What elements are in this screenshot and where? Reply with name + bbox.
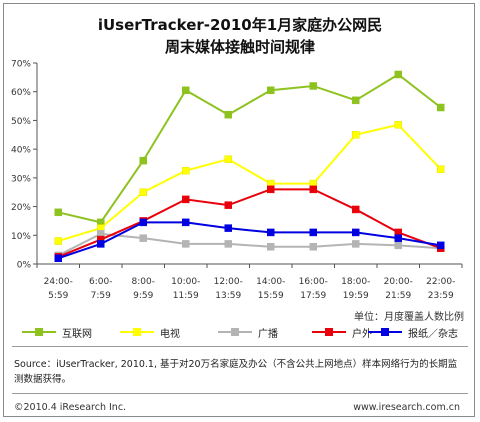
series-point bbox=[394, 70, 402, 79]
series-line bbox=[57, 232, 441, 257]
series-point bbox=[437, 241, 445, 250]
legend-swatch bbox=[22, 326, 56, 338]
series-point bbox=[352, 131, 360, 139]
x-tick-label: 5:59 bbox=[48, 291, 68, 301]
divider-bottom bbox=[12, 393, 468, 394]
series-point bbox=[224, 110, 232, 119]
legend-swatch bbox=[120, 326, 154, 338]
series-point bbox=[54, 254, 62, 263]
y-tick-label: 40% bbox=[11, 146, 31, 156]
series-point bbox=[54, 237, 62, 245]
legend-item: 广播 bbox=[218, 322, 278, 342]
series-point bbox=[182, 195, 190, 204]
y-tick-label: 60% bbox=[11, 88, 31, 98]
series-point bbox=[309, 185, 317, 194]
series-point bbox=[394, 241, 402, 250]
series-line bbox=[58, 73, 442, 224]
x-tick-label: 14:00- bbox=[256, 277, 285, 287]
series-point bbox=[224, 224, 232, 232]
x-tick-label: 10:00- bbox=[171, 277, 200, 287]
legend-label: 电视 bbox=[160, 328, 180, 340]
series-point bbox=[267, 228, 275, 237]
y-tick-label: 0% bbox=[17, 261, 32, 271]
series-point bbox=[309, 228, 317, 237]
series-point bbox=[224, 240, 232, 248]
x-tick-label: 24:00- bbox=[44, 277, 73, 287]
series-point bbox=[54, 208, 62, 217]
series-point bbox=[352, 240, 360, 248]
copyright-text: ©2010.4 iResearch Inc. bbox=[14, 402, 127, 413]
legend-item: 电视 bbox=[120, 322, 180, 342]
series-point bbox=[139, 234, 147, 242]
series-line bbox=[57, 188, 442, 258]
series-point bbox=[182, 166, 190, 175]
series-point bbox=[139, 188, 147, 196]
series-point bbox=[437, 103, 445, 112]
series-point bbox=[309, 243, 317, 251]
legend-label: 广播 bbox=[258, 328, 278, 340]
chart-legend: 互联网 电视 广播 户外 报纸／杂志 bbox=[22, 322, 468, 342]
legend-swatch bbox=[312, 326, 346, 338]
series-point bbox=[267, 86, 275, 95]
y-tick-label: 10% bbox=[11, 232, 31, 242]
series-point bbox=[394, 120, 402, 129]
x-tick-label: 18:00- bbox=[341, 277, 370, 287]
x-tick-label: 19:59 bbox=[343, 291, 369, 301]
series-point bbox=[309, 82, 317, 90]
x-tick-label: 12:00- bbox=[214, 277, 243, 287]
series-point bbox=[224, 201, 232, 209]
series-point bbox=[139, 218, 147, 227]
legend-item: 互联网 bbox=[22, 322, 92, 342]
legend-label: 互联网 bbox=[62, 328, 92, 340]
chart-title-line2: 周末媒体接触时间规律 bbox=[164, 38, 315, 56]
legend-label: 报纸／杂志 bbox=[408, 328, 458, 340]
series-point bbox=[182, 218, 190, 227]
series-point bbox=[352, 96, 360, 105]
series-point bbox=[437, 165, 445, 173]
legend-label: 户外 bbox=[352, 328, 372, 340]
x-tick-label: 9:59 bbox=[133, 291, 153, 301]
series-point bbox=[97, 240, 105, 248]
series-line bbox=[57, 123, 442, 242]
series-point bbox=[394, 234, 402, 242]
legend-item: 报纸／杂志 bbox=[368, 322, 458, 342]
x-tick-label: 8:00- bbox=[132, 277, 155, 287]
series-point bbox=[352, 205, 360, 214]
legend-item: 户外 bbox=[312, 322, 372, 342]
y-tick-label: 30% bbox=[11, 174, 31, 184]
unit-note: 单位：月度覆盖人数比例 bbox=[354, 312, 464, 323]
y-tick-label: 20% bbox=[11, 203, 31, 213]
x-tick-label: 20:00- bbox=[384, 277, 413, 287]
series-point bbox=[224, 155, 232, 163]
x-tick-label: 13:59 bbox=[215, 291, 241, 301]
website-link[interactable]: www.iresearch.com.cn bbox=[353, 402, 460, 413]
x-tick-label: 23:59 bbox=[428, 291, 454, 301]
x-tick-label: 16:00- bbox=[299, 277, 328, 287]
x-tick-label: 15:59 bbox=[258, 291, 284, 301]
x-tick-label: 22:00- bbox=[426, 277, 455, 287]
x-tick-label: 7:59 bbox=[91, 291, 111, 301]
series-point bbox=[182, 86, 190, 95]
series-point bbox=[352, 228, 360, 237]
x-tick-label: 17:59 bbox=[300, 291, 326, 301]
legend-swatch bbox=[218, 326, 252, 338]
x-tick-label: 11:59 bbox=[173, 291, 199, 301]
series-point bbox=[182, 240, 190, 248]
x-tick-label: 21:59 bbox=[385, 291, 411, 301]
legend-swatch bbox=[368, 326, 402, 338]
y-tick-label: 70% bbox=[11, 60, 31, 70]
series-point bbox=[139, 156, 147, 165]
y-tick-label: 50% bbox=[11, 117, 31, 127]
x-tick-label: 6:00- bbox=[89, 277, 112, 287]
source-note: Source：iUserTracker, 2010.1, 基于对20万名家庭及办… bbox=[14, 359, 458, 385]
series-point bbox=[267, 243, 275, 251]
line-chart: 0% 10% 20% 30% 40% 50% 60% 70% 24:00- 5:59 6:00- 7:… bbox=[11, 60, 463, 301]
divider-top bbox=[12, 346, 468, 347]
chart-title-line1: iUserTracker-2010年1月家庭办公网民 bbox=[97, 16, 383, 34]
series-point bbox=[267, 185, 275, 194]
series-line bbox=[57, 221, 441, 260]
